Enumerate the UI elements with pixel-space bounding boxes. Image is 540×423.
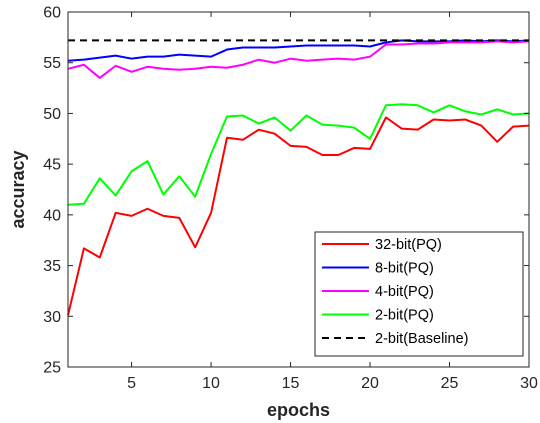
- legend-box: [314, 231, 524, 357]
- y-tick-label: 45: [43, 157, 61, 174]
- x-axis-title: epochs: [267, 400, 330, 420]
- series-line-4: [67, 103, 530, 206]
- y-axis-title: accuracy: [8, 150, 28, 228]
- y-tick-label: 25: [43, 360, 61, 377]
- series-layer: [67, 39, 530, 316]
- x-tick-label: 25: [441, 375, 459, 392]
- legend-label-3: 4-bit(PQ): [375, 284, 434, 300]
- y-tick-label: 40: [43, 207, 61, 224]
- x-tick-label: 15: [282, 375, 300, 392]
- x-tick-label: 20: [361, 375, 379, 392]
- series-line-1: [67, 116, 530, 316]
- x-tick-label: 5: [127, 375, 136, 392]
- y-tick-label: 60: [43, 5, 61, 22]
- axes-box: [67, 11, 530, 368]
- x-tick-label: 10: [202, 375, 220, 392]
- x-tick-label: 30: [520, 375, 538, 392]
- y-tick-label: 35: [43, 258, 61, 275]
- y-tick-label: 55: [43, 55, 61, 72]
- series-line-3: [67, 40, 530, 79]
- y-tick-label: 50: [43, 106, 61, 123]
- y-tick-label: 30: [43, 309, 61, 326]
- legend: 32-bit(PQ) 8-bit(PQ) 4-bit(PQ) 2-bit(PQ) 2-b…: [314, 231, 524, 357]
- legend-label-4: 2-bit(PQ): [375, 308, 434, 324]
- ticks-layer: 5 10 15 20 25 30 25 30 35 40 45 50 55 60: [43, 5, 538, 393]
- legend-label-5: 2-bit(Baseline): [375, 331, 469, 347]
- legend-label-1: 32-bit(PQ): [375, 237, 442, 253]
- legend-label-2: 8-bit(PQ): [375, 261, 434, 277]
